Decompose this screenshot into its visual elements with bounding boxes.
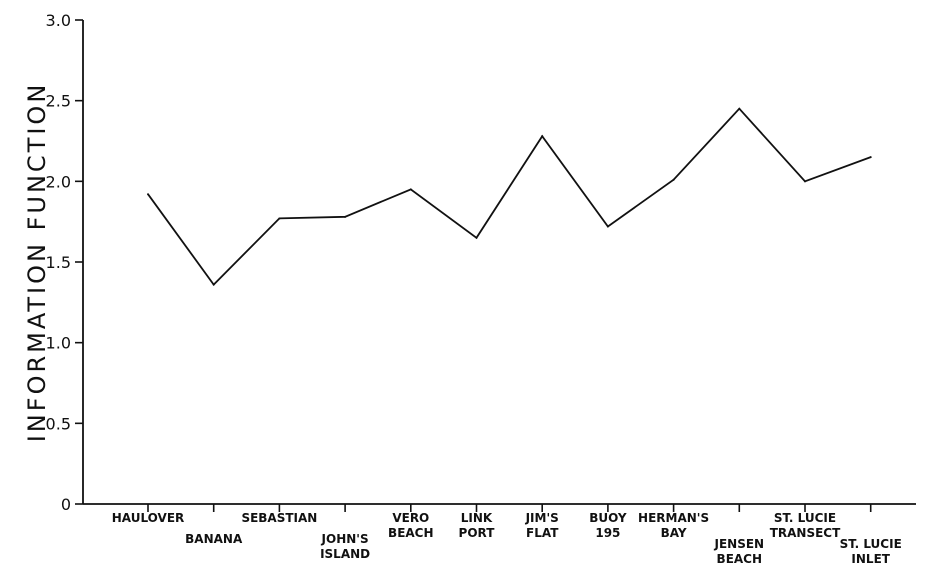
y-tick-label: 3.0: [46, 11, 71, 30]
x-tick-label: BANANA: [185, 532, 243, 546]
data-points: [147, 107, 872, 286]
x-tick-label: LINK PORT: [459, 511, 496, 540]
data-point: [738, 107, 741, 110]
x-tick-label: VERO BEACH: [388, 511, 433, 540]
x-tick-label: BUOY 195: [589, 511, 627, 540]
data-point: [606, 225, 609, 228]
y-tick-label: 1.5: [46, 253, 71, 272]
x-tick-label: ST. LUCIE INLET: [840, 537, 902, 566]
x-tick-label: HERMAN'S BAY: [638, 511, 709, 540]
data-point: [147, 193, 149, 196]
data-point: [804, 180, 806, 183]
data-point: [278, 217, 281, 220]
x-tick-label: ST. LUCIE TRANSECT: [770, 511, 841, 540]
y-axis-ticks: 0 0.5 1.0 1.5 2.0 2.5 3.0: [46, 11, 83, 514]
y-axis-label-group: INFORMATION FUNCTION: [23, 82, 51, 443]
x-tick-label: JOHN'S ISLAND: [320, 532, 370, 561]
y-axis-label: INFORMATION FUNCTION: [23, 82, 51, 443]
data-point: [475, 236, 478, 239]
data-point: [212, 283, 215, 286]
y-tick-label: 0.5: [46, 414, 71, 433]
x-tick-label: SEBASTIAN: [241, 511, 317, 525]
series-line: [147, 107, 872, 286]
data-point: [409, 188, 412, 191]
y-tick-label: 2.0: [46, 172, 71, 191]
data-point: [672, 178, 675, 181]
x-tick-label: HAULOVER: [112, 511, 185, 525]
x-tick-label: JIM'S FLAT: [525, 511, 560, 540]
data-point: [869, 156, 872, 159]
data-point: [344, 215, 347, 218]
x-tick-label: JENSEN BEACH: [714, 537, 765, 566]
y-tick-label: 1.0: [46, 334, 71, 353]
y-tick-label: 2.5: [46, 92, 71, 111]
data-point: [541, 135, 544, 138]
y-tick-label: 0: [61, 495, 71, 514]
